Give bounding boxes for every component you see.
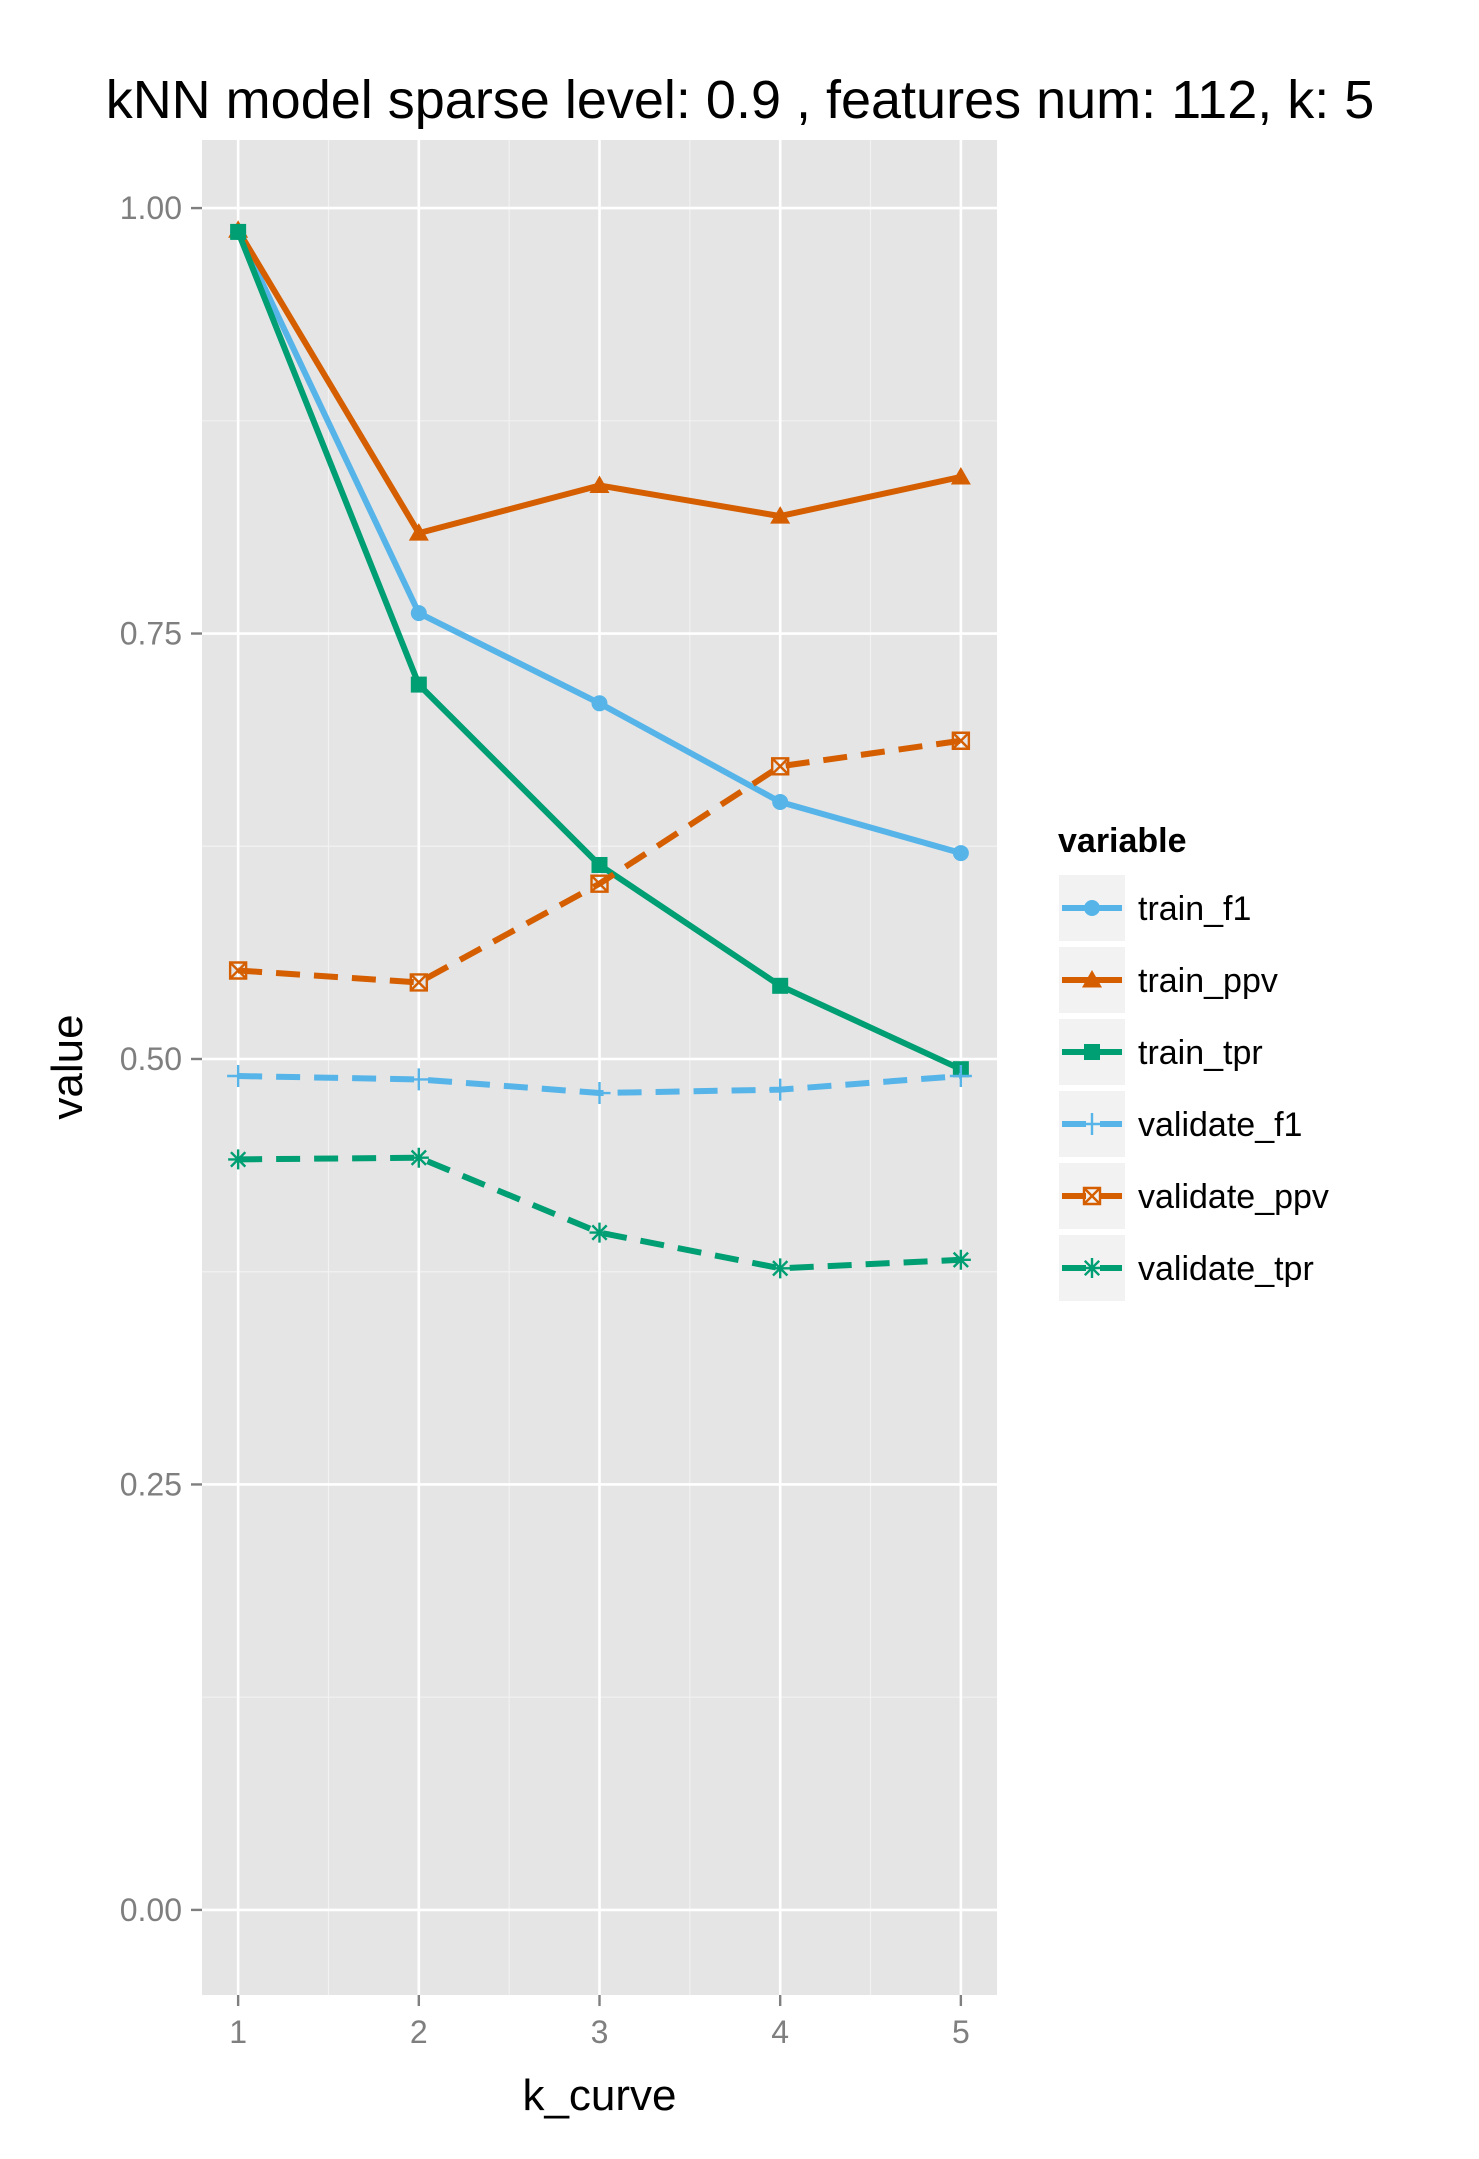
y-axis-title: value bbox=[43, 1014, 92, 1119]
data-point-train_ppv bbox=[950, 466, 971, 485]
data-point-validate_tpr bbox=[950, 1249, 971, 1270]
data-point-validate_ppv bbox=[770, 757, 790, 776]
data-point-train_f1 bbox=[772, 794, 789, 811]
x-tick-label: 4 bbox=[771, 2014, 789, 2050]
series-layer bbox=[227, 220, 972, 1279]
data-point-train_f1 bbox=[591, 695, 608, 712]
legend-key-marker bbox=[1082, 970, 1102, 988]
legend-item-validate_tpr: validate_tpr bbox=[1057, 1233, 1314, 1303]
data-point-validate_ppv bbox=[590, 874, 609, 893]
x-tick-label: 3 bbox=[591, 2014, 609, 2050]
data-point-validate_f1 bbox=[949, 1065, 972, 1088]
x-axis-title: k_curve bbox=[522, 2071, 676, 2120]
y-tick-label: 0.75 bbox=[120, 616, 182, 652]
data-point-train_f1 bbox=[410, 605, 427, 622]
data-point-validate_f1 bbox=[407, 1068, 430, 1091]
y-tick-label: 0.50 bbox=[120, 1041, 182, 1077]
data-point-train_ppv bbox=[770, 506, 791, 524]
series-validate_f1 bbox=[227, 1065, 972, 1105]
legend-key-marker bbox=[1081, 1113, 1103, 1135]
y-tick-label: 0.00 bbox=[120, 1892, 182, 1928]
data-point-validate_ppv bbox=[409, 973, 429, 992]
data-point-train_tpr bbox=[230, 223, 247, 240]
legend-key-marker bbox=[1082, 1258, 1102, 1278]
x-tick-label: 5 bbox=[952, 2014, 970, 2050]
data-point-validate_ppv bbox=[951, 731, 971, 750]
legend-label: validate_tpr bbox=[1138, 1250, 1314, 1288]
legend-label: validate_f1 bbox=[1138, 1106, 1302, 1144]
legend-label: validate_ppv bbox=[1138, 1178, 1329, 1216]
series-line-validate_tpr bbox=[238, 1154, 962, 1272]
data-point-validate_tpr bbox=[228, 1149, 249, 1170]
legend-label: train_tpr bbox=[1138, 1034, 1263, 1072]
series-validate_ppv bbox=[228, 731, 971, 992]
data-point-validate_tpr bbox=[589, 1222, 610, 1243]
data-point-train_tpr bbox=[410, 676, 427, 693]
legend-key-marker bbox=[1084, 900, 1100, 916]
y-tick-label: 0.25 bbox=[120, 1466, 182, 1502]
legend-item-train_ppv: train_ppv bbox=[1057, 945, 1278, 1015]
grid-layer bbox=[202, 140, 997, 1995]
data-point-train_ppv bbox=[589, 475, 610, 493]
axis-layer: 0.00 0.25 0.50 0.75 1.00 1 2 3 4 5 bbox=[120, 190, 970, 2050]
legend-key-marker bbox=[1082, 1186, 1102, 1206]
legend-item-validate_f1: validate_f1 bbox=[1057, 1089, 1302, 1159]
series-train_tpr bbox=[230, 223, 969, 1078]
legend-item-validate_ppv: validate_ppv bbox=[1057, 1161, 1329, 1231]
data-point-validate_tpr bbox=[770, 1258, 791, 1279]
legend-label: train_ppv bbox=[1138, 962, 1278, 1000]
chart-title: kNN model sparse level: 0.9 , features n… bbox=[106, 70, 1375, 130]
series-validate_tpr bbox=[228, 1147, 971, 1279]
legend-items: train_f1 train_ppv train_tpr validate_f1val… bbox=[1057, 873, 1329, 1303]
data-point-train_ppv bbox=[408, 523, 429, 541]
data-point-validate_f1 bbox=[769, 1078, 792, 1101]
legend-label: train_f1 bbox=[1138, 890, 1251, 928]
data-point-train_tpr bbox=[772, 977, 789, 994]
data-point-validate_f1 bbox=[588, 1082, 611, 1105]
legend: variable train_f1 train_ppv train_tprvalid… bbox=[1057, 822, 1329, 1303]
data-point-train_tpr bbox=[591, 856, 608, 873]
legend-key-marker bbox=[1084, 1044, 1100, 1060]
x-tick-label: 1 bbox=[229, 2014, 247, 2050]
legend-item-train_tpr: train_tpr bbox=[1057, 1017, 1263, 1087]
data-point-validate_tpr bbox=[408, 1147, 429, 1168]
data-point-validate_ppv bbox=[228, 961, 248, 980]
data-point-validate_f1 bbox=[227, 1065, 250, 1088]
y-tick-label: 1.00 bbox=[120, 190, 182, 226]
legend-title: variable bbox=[1058, 822, 1187, 860]
data-point-train_f1 bbox=[952, 845, 969, 862]
legend-item-train_f1: train_f1 bbox=[1057, 873, 1251, 943]
x-tick-label: 2 bbox=[410, 2014, 428, 2050]
